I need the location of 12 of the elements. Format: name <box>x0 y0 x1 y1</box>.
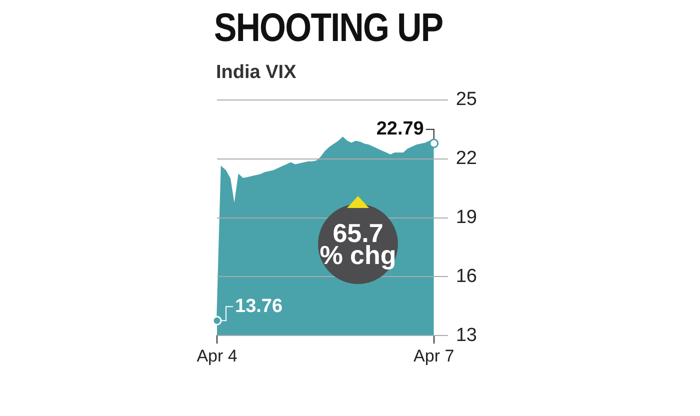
y-tick-label: 25 <box>456 89 478 110</box>
chart-title: SHOOTING UP <box>214 6 443 51</box>
x-tick-label: Apr 7 <box>414 346 454 366</box>
x-tick-label: Apr 4 <box>196 346 238 366</box>
chart-subtitle: India VIX <box>216 62 296 84</box>
y-tick-label: 22 <box>456 148 478 170</box>
annotation: 22.79 <box>376 118 424 140</box>
y-tick-label: 13 <box>456 324 478 346</box>
y-tick-label: 16 <box>456 266 478 287</box>
annotation: 65.7 % chg <box>320 218 396 270</box>
annotation: 13.76 <box>235 296 283 317</box>
y-tick-label: 19 <box>456 207 478 228</box>
